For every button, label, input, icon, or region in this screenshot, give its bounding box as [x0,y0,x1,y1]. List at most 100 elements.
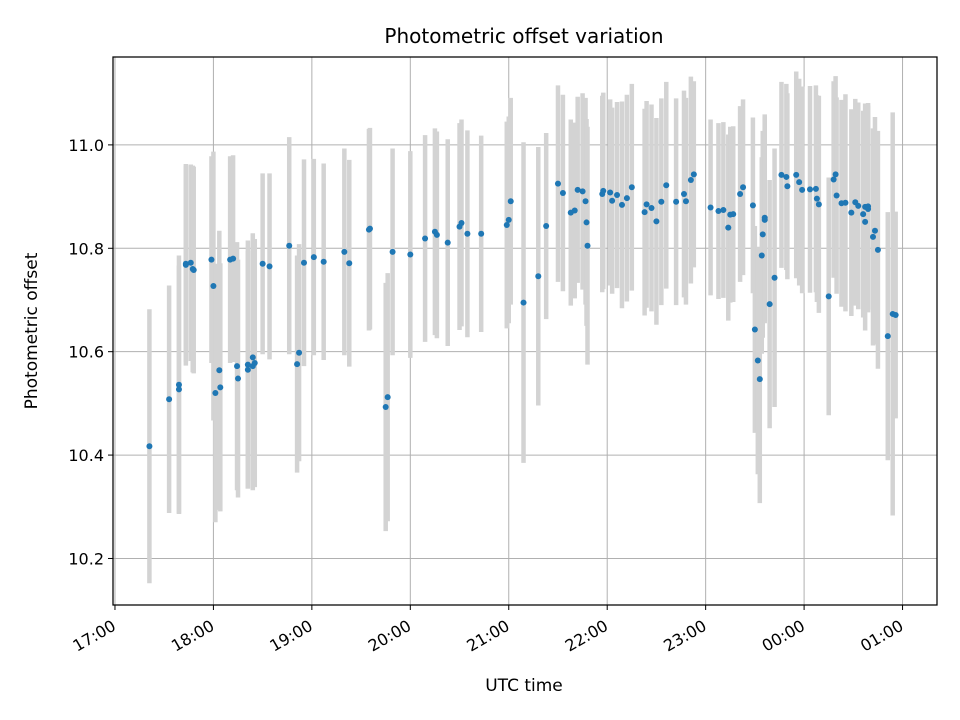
data-point [862,218,869,225]
data-point [730,211,737,218]
data-point [366,225,373,232]
data-point [300,259,307,266]
data-point [244,366,251,373]
data-point [234,363,241,370]
y-tick-label: 11.0 [68,136,104,155]
data-point [190,266,197,273]
data-point [759,231,766,238]
data-point [663,182,670,189]
data-point [614,192,621,199]
data-point [648,204,655,211]
data-point [865,205,872,212]
data-point [182,260,189,267]
data-point [796,179,803,186]
data-point [799,186,806,193]
data-point [583,219,590,226]
data-point [783,173,790,180]
data-point [296,349,303,356]
data-point [830,176,837,183]
data-point [574,186,581,193]
data-point [813,195,820,202]
data-point [643,201,650,208]
data-point [756,376,763,383]
data-point [855,202,862,209]
data-point [582,198,589,205]
data-point [584,242,591,249]
data-point [618,201,625,208]
data-point [658,198,665,205]
data-point [751,326,758,333]
data-point [464,230,471,237]
data-point [571,207,578,214]
data-point [825,293,832,300]
data-point [266,263,273,270]
data-point [687,177,694,184]
y-axis: 10.2 10.4 10.6 10.8 11.0 [68,136,113,568]
data-point [458,219,465,226]
data-point [175,381,182,388]
data-point [673,198,680,205]
data-point [212,390,219,397]
data-point [807,186,814,193]
data-point [832,171,839,178]
plot-frame [112,56,938,606]
data-point [715,208,722,215]
data-point [874,246,881,253]
data-point [871,227,878,234]
data-point [216,367,223,374]
x-axis-title: UTC time [485,676,563,696]
data-point [503,222,510,229]
data-point [166,396,173,403]
data-point [740,184,747,191]
data-point [628,184,635,191]
y-tick-label: 10.8 [68,239,104,258]
data-point [812,185,819,192]
data-point [609,197,616,204]
data-point [310,254,317,261]
data-point [294,361,301,368]
data-point [146,443,153,450]
data-point [749,202,756,209]
data-point [771,274,778,281]
data-point [680,191,687,197]
y-tick-label: 10.2 [68,549,104,568]
data-point [754,357,761,364]
y-tick-label: 10.6 [68,343,104,362]
data-point [607,189,614,196]
data-point [507,198,514,205]
data-point [758,252,765,259]
data-point [682,198,689,205]
data-point [778,171,785,178]
data-point [286,242,293,249]
data-point [320,258,327,265]
data-point [848,209,855,216]
data-point [235,375,242,382]
data-point [244,361,251,368]
data-point [559,189,566,196]
data-point [444,239,451,246]
data-point [579,188,586,195]
data-point [737,191,744,197]
data-point [793,171,800,178]
data-point [384,394,391,401]
data-point [341,248,348,255]
data-point [641,209,648,216]
data-point [554,180,561,187]
data-point [520,299,527,306]
data-point [884,333,891,340]
data-point [600,187,607,194]
data-point [407,251,414,258]
chart-title: Photometric offset variation [384,24,663,48]
data-point [653,218,660,225]
data-point [505,216,512,223]
data-point [833,192,840,199]
data-point [259,260,266,267]
data-point [175,386,182,393]
data-point [815,201,822,208]
data-point [766,301,773,308]
data-point [249,354,256,361]
data-point [543,223,550,230]
data-point [210,283,217,290]
data-point [761,216,768,223]
